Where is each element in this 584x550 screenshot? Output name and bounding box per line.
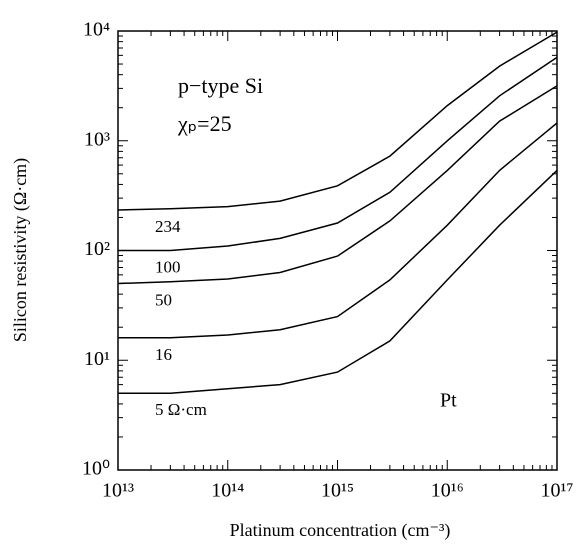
series-label: 234 — [155, 217, 181, 236]
annotation: p−type Si — [178, 73, 263, 98]
x-tick-label: 10¹⁴ — [211, 480, 244, 502]
y-tick-label: 10⁰ — [82, 458, 110, 480]
series-label: 100 — [155, 257, 181, 276]
x-tick-label: 10¹⁵ — [321, 480, 354, 502]
series-line — [118, 56, 558, 252]
series-label: 16 — [155, 345, 172, 364]
x-tick-label: 10¹⁷ — [541, 480, 574, 502]
y-axis-label: Silicon resistivity (Ω·cm) — [10, 158, 31, 342]
y-tick-label: 10⁴ — [83, 19, 110, 41]
x-tick-label: 10¹³ — [102, 480, 134, 502]
x-tick-label: 10¹⁶ — [431, 480, 464, 502]
annotation: Pt — [440, 390, 457, 412]
y-tick-label: 10³ — [84, 128, 110, 150]
series-line — [117, 85, 558, 285]
series-line — [117, 31, 558, 211]
annotation: χₚ=25 — [177, 111, 232, 136]
series-label: 5 Ω·cm — [155, 400, 207, 419]
x-axis-label: Platinum concentration (cm⁻³) — [230, 520, 451, 541]
y-tick-label: 10² — [84, 238, 110, 260]
series-line — [118, 122, 558, 339]
series-label: 50 — [155, 290, 172, 309]
y-tick-label: 10¹ — [84, 348, 110, 370]
series-line — [118, 169, 558, 395]
